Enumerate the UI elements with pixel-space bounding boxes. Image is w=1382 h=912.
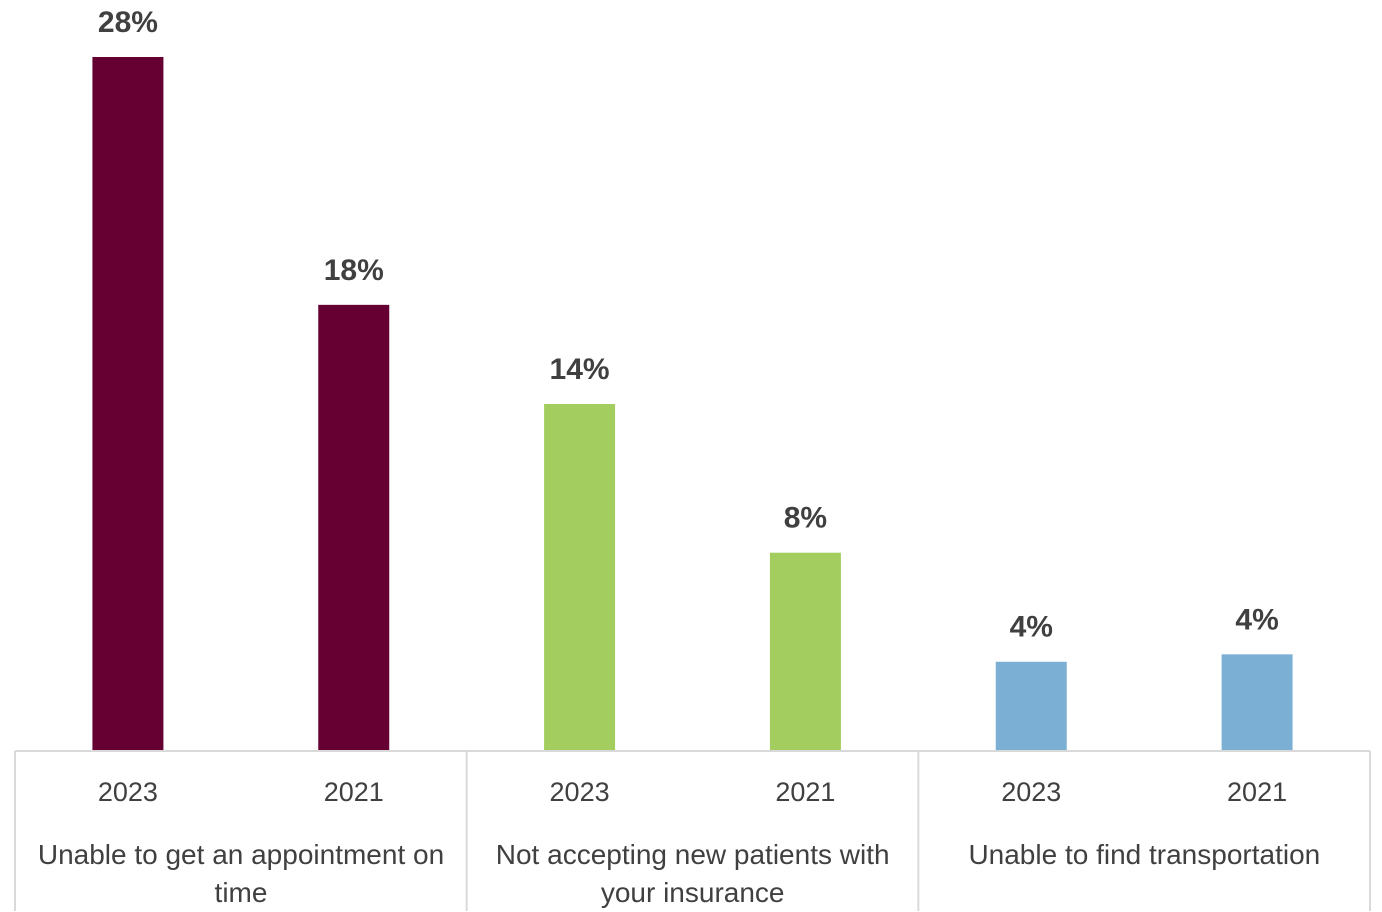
data-label: 4% xyxy=(1235,603,1278,636)
x-tick-label: 2023 xyxy=(550,777,610,807)
bar xyxy=(769,552,841,751)
bar xyxy=(544,404,616,751)
x-tick-label: 2021 xyxy=(1227,777,1287,807)
x-tick-label: 2023 xyxy=(1001,777,1061,807)
x-tick-label: 2021 xyxy=(324,777,384,807)
data-label: 4% xyxy=(1010,611,1053,644)
bar xyxy=(92,57,164,751)
bar xyxy=(318,304,390,751)
group-label: Unable to find transportation xyxy=(968,839,1321,870)
bar xyxy=(1221,654,1293,751)
group-label: Not accepting new patients with your ins… xyxy=(495,839,890,908)
x-tick-label: 2021 xyxy=(775,777,835,807)
data-label: 28% xyxy=(98,6,158,39)
x-tick-label: 2023 xyxy=(98,777,158,807)
data-label: 8% xyxy=(784,502,827,535)
data-label: 18% xyxy=(324,254,384,287)
group-label: Unable to get an appointment on time xyxy=(37,839,445,908)
bar xyxy=(995,661,1067,751)
data-label: 14% xyxy=(550,353,610,386)
